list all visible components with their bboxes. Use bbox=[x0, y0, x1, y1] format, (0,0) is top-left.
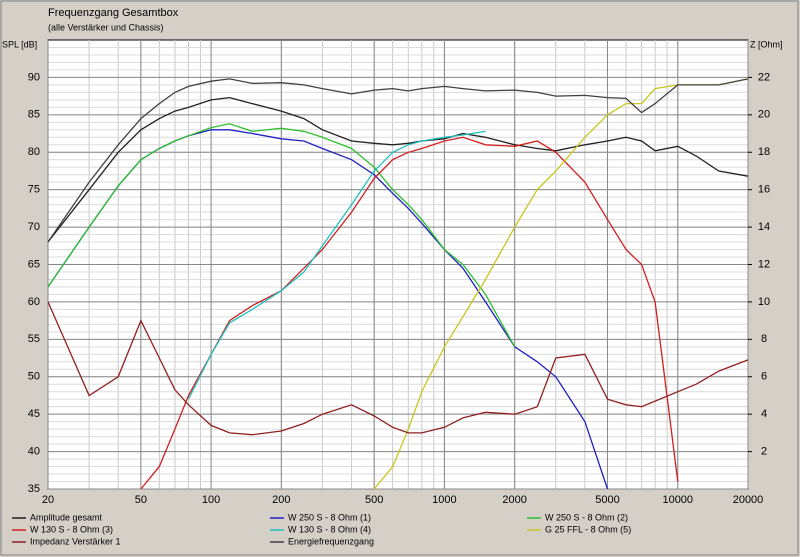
legend-label: Energiefrequenzgang bbox=[288, 536, 374, 546]
series-line bbox=[47, 123, 516, 348]
chart-title: Frequenzgang Gesamtbox bbox=[48, 7, 179, 19]
series-line bbox=[187, 130, 486, 400]
x-tick-label: 20 bbox=[42, 494, 54, 506]
y2-tick-label: 8 bbox=[761, 333, 767, 345]
y-tick-label: 55 bbox=[28, 333, 40, 345]
y-tick-label: 85 bbox=[28, 109, 40, 121]
y-tick-label: 70 bbox=[28, 221, 40, 233]
x-tick-label: 50 bbox=[135, 494, 147, 506]
series-line bbox=[47, 301, 749, 436]
y-tick-label: 35 bbox=[28, 483, 40, 495]
x-tick-label: 2000 bbox=[502, 494, 526, 506]
legend-label: W 250 S - 8 Ohm (2) bbox=[545, 512, 628, 522]
legend-label: Impedanz Verstärker 1 bbox=[30, 536, 121, 546]
y-tick-label: 65 bbox=[28, 258, 40, 270]
legend-label: Amplitude gesamt bbox=[30, 512, 103, 522]
x-tick-label: 500 bbox=[365, 494, 383, 506]
y-axis-label: SPL [dB] bbox=[2, 39, 37, 49]
x-tick-label: 100 bbox=[202, 494, 220, 506]
y-tick-label: 90 bbox=[28, 71, 40, 83]
legend-label: W 130 S - 8 Ohm (3) bbox=[30, 524, 113, 534]
x-tick-label: 200 bbox=[272, 494, 290, 506]
chart-subtitle: (alle Verstärker und Chassis) bbox=[48, 22, 164, 32]
legend-label: W 130 S - 8 Ohm (4) bbox=[288, 524, 371, 534]
y2-tick-label: 12 bbox=[758, 258, 770, 270]
y2-tick-label: 14 bbox=[758, 221, 770, 233]
y2-tick-label: 22 bbox=[758, 71, 770, 83]
y-tick-label: 50 bbox=[28, 371, 40, 383]
y2-tick-label: 10 bbox=[758, 296, 770, 308]
y-tick-label: 40 bbox=[28, 445, 40, 457]
x-tick-label: 1000 bbox=[432, 494, 456, 506]
y2-tick-label: 6 bbox=[761, 371, 767, 383]
x-tick-label: 20000 bbox=[733, 494, 764, 506]
y2-axis-label: Z [Ohm] bbox=[750, 39, 783, 49]
series-line bbox=[47, 78, 749, 243]
legend-label: W 250 S - 8 Ohm (1) bbox=[288, 512, 371, 522]
series-line bbox=[47, 96, 749, 243]
legend-label: G 25 FFL - 8 Ohm (5) bbox=[545, 524, 631, 534]
y2-tick-label: 4 bbox=[761, 408, 767, 420]
y2-tick-label: 16 bbox=[758, 184, 770, 196]
y-tick-label: 45 bbox=[28, 408, 40, 420]
y-tick-label: 80 bbox=[28, 146, 40, 158]
y-tick-label: 75 bbox=[28, 184, 40, 196]
x-tick-label: 10000 bbox=[662, 494, 693, 506]
x-tick-label: 5000 bbox=[595, 494, 619, 506]
y-tick-label: 60 bbox=[28, 296, 40, 308]
y2-tick-label: 20 bbox=[758, 109, 770, 121]
y2-tick-label: 18 bbox=[758, 146, 770, 158]
y2-tick-label: 2 bbox=[761, 445, 767, 457]
